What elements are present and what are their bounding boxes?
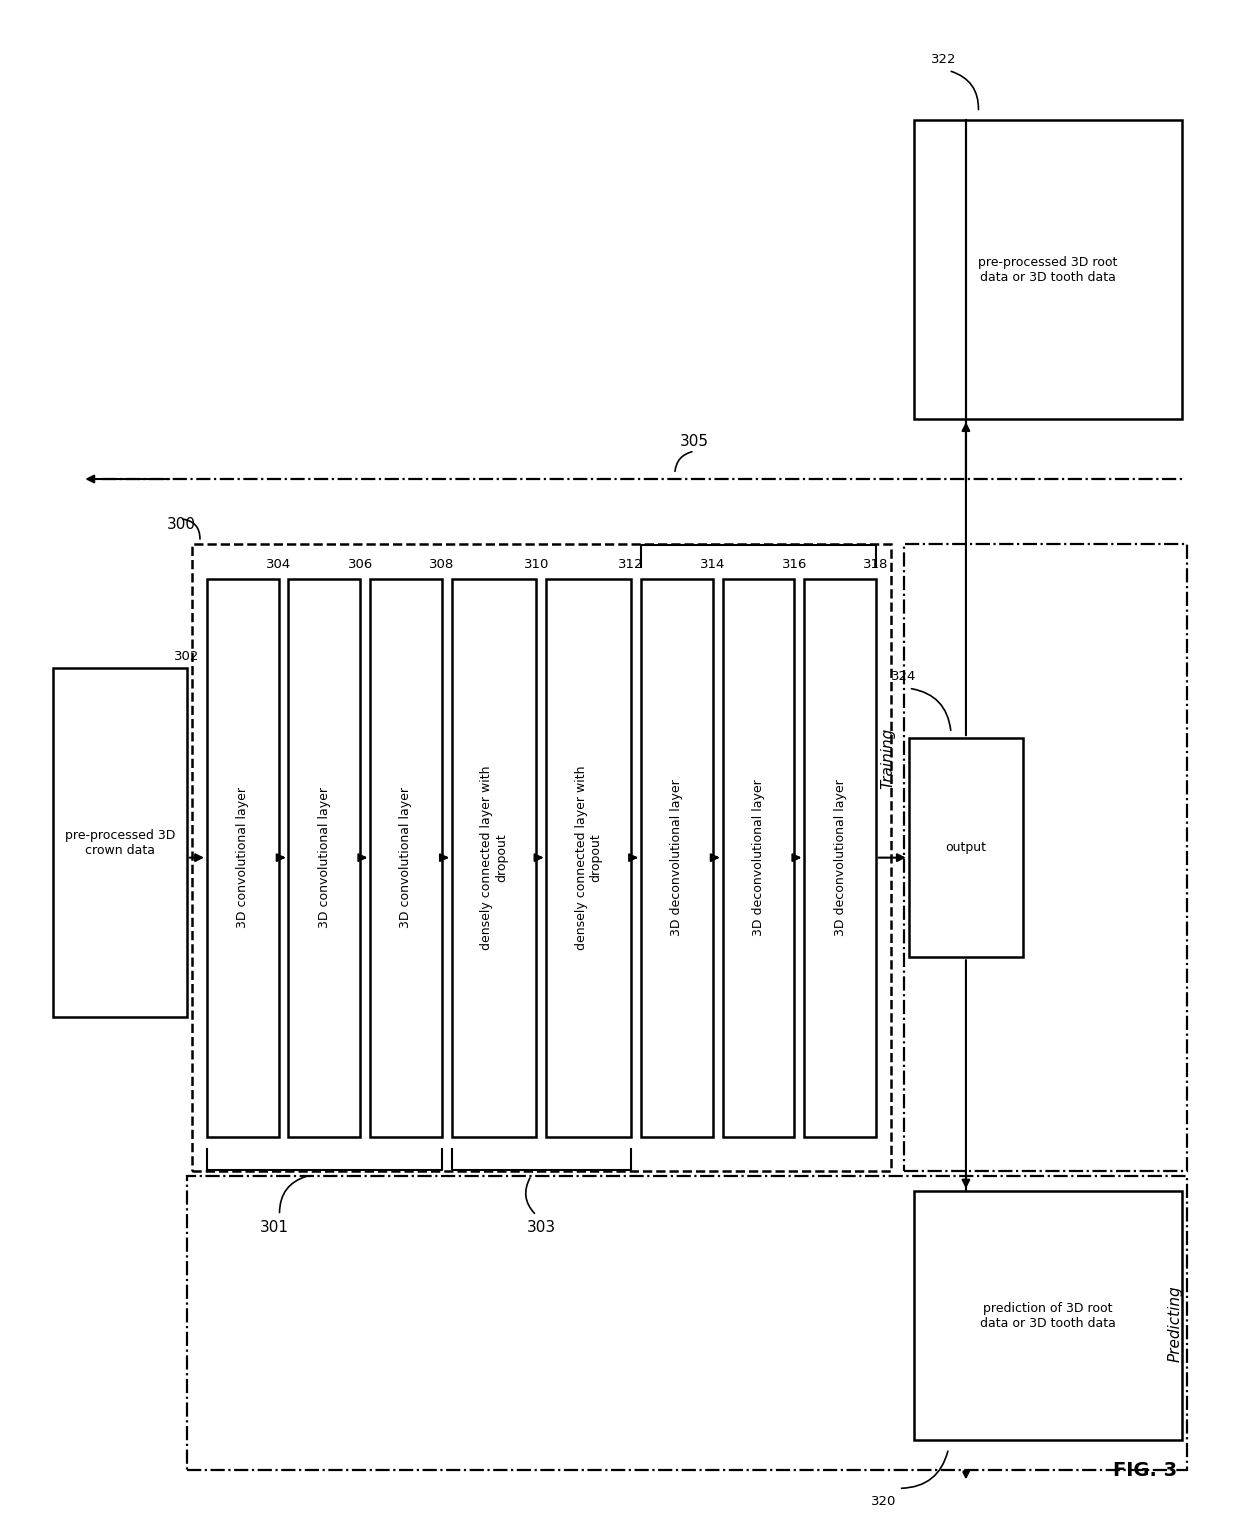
Bar xyxy=(909,738,1023,958)
Text: pre-processed 3D
crown data: pre-processed 3D crown data xyxy=(64,829,175,856)
Text: 300: 300 xyxy=(167,516,196,531)
Text: 304: 304 xyxy=(265,557,291,571)
Text: 316: 316 xyxy=(781,557,807,571)
Text: 301: 301 xyxy=(260,1220,289,1236)
Text: pre-processed 3D root
data or 3D tooth data: pre-processed 3D root data or 3D tooth d… xyxy=(978,257,1117,284)
Bar xyxy=(805,578,875,1137)
Text: 318: 318 xyxy=(863,557,889,571)
Text: 306: 306 xyxy=(347,557,373,571)
Text: 308: 308 xyxy=(429,557,454,571)
Bar xyxy=(723,578,794,1137)
Text: 3D deconvolutional layer: 3D deconvolutional layer xyxy=(671,779,683,937)
Bar xyxy=(451,578,537,1137)
Text: Predicting: Predicting xyxy=(1168,1286,1183,1362)
Bar xyxy=(914,1192,1183,1441)
Text: 3D convolutional layer: 3D convolutional layer xyxy=(399,788,413,927)
Bar xyxy=(904,543,1188,1172)
Bar xyxy=(370,578,441,1137)
Bar xyxy=(641,578,713,1137)
Text: FIG. 3: FIG. 3 xyxy=(1114,1462,1178,1480)
Text: output: output xyxy=(945,841,987,855)
Text: 3D deconvolutional layer: 3D deconvolutional layer xyxy=(833,779,847,937)
Bar xyxy=(289,578,360,1137)
Text: Training: Training xyxy=(880,727,895,789)
Text: 312: 312 xyxy=(619,557,644,571)
Text: densely connected layer with
dropout: densely connected layer with dropout xyxy=(480,765,508,950)
Bar xyxy=(52,668,187,1017)
Text: 302: 302 xyxy=(175,650,200,663)
Text: prediction of 3D root
data or 3D tooth data: prediction of 3D root data or 3D tooth d… xyxy=(980,1302,1116,1330)
Text: 303: 303 xyxy=(527,1220,556,1236)
Text: 3D deconvolutional layer: 3D deconvolutional layer xyxy=(751,779,765,937)
Bar xyxy=(192,543,890,1172)
Bar xyxy=(547,578,631,1137)
Bar xyxy=(187,1176,1188,1471)
Text: 305: 305 xyxy=(681,434,709,449)
Text: densely connected layer with
dropout: densely connected layer with dropout xyxy=(574,765,603,950)
Text: 322: 322 xyxy=(931,53,956,65)
Text: 320: 320 xyxy=(872,1495,897,1509)
Text: 3D convolutional layer: 3D convolutional layer xyxy=(236,788,249,927)
Bar xyxy=(914,120,1183,419)
Text: 314: 314 xyxy=(699,557,725,571)
Text: 310: 310 xyxy=(523,557,549,571)
Text: 3D convolutional layer: 3D convolutional layer xyxy=(317,788,331,927)
Text: 324: 324 xyxy=(892,671,916,683)
Bar xyxy=(207,578,279,1137)
